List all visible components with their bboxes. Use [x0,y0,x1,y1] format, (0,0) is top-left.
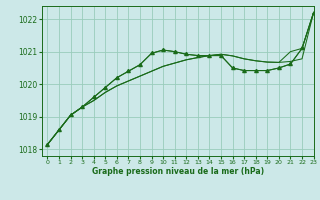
X-axis label: Graphe pression niveau de la mer (hPa): Graphe pression niveau de la mer (hPa) [92,167,264,176]
